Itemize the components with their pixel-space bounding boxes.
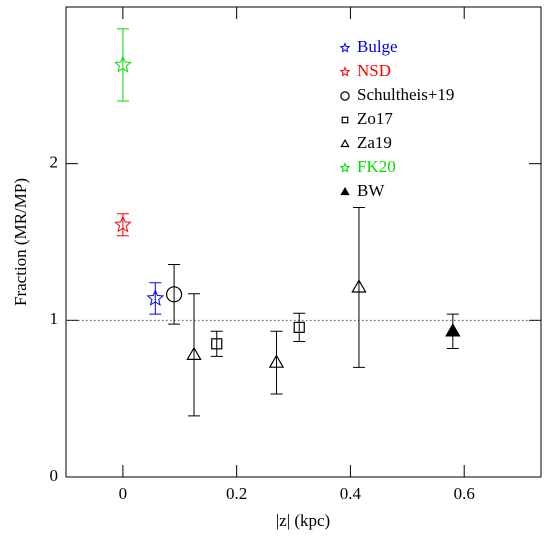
marker-square [293, 321, 305, 333]
error-bar [149, 282, 162, 315]
legend-marker [340, 138, 350, 148]
marker-circle [165, 286, 183, 303]
error-bar [210, 330, 223, 357]
x-tick-label: 0.2 [226, 484, 247, 503]
x-tick-label: 0.6 [454, 484, 475, 503]
marker-star [114, 55, 132, 73]
y-tick-label: 1 [50, 309, 59, 328]
error-bar [352, 207, 365, 368]
marker-triangle [445, 323, 461, 337]
error-bar [293, 312, 306, 342]
legend-label: BW [357, 181, 385, 200]
legend-label: Za19 [357, 133, 392, 152]
error-bar [116, 28, 129, 102]
legend-label: Schultheis+19 [357, 85, 454, 104]
legend-marker [339, 66, 351, 77]
error-bar [187, 293, 200, 417]
x-tick-label: 0 [119, 484, 128, 503]
error-bar [270, 330, 283, 395]
legend-label: NSD [357, 61, 391, 80]
marker-star [146, 289, 165, 306]
legend-marker [339, 162, 351, 173]
legend-marker [339, 42, 351, 53]
legend-marker [341, 116, 349, 124]
x-axis-label: |z| (kpc) [276, 511, 330, 530]
marker-triangle [186, 346, 202, 360]
marker-triangle [351, 279, 367, 293]
legend-marker [340, 91, 350, 101]
x-tick-label: 0.4 [340, 484, 362, 503]
marker-star [114, 215, 132, 233]
legend-label: Bulge [357, 37, 398, 56]
marker-triangle [268, 354, 285, 368]
legend-label: Zo17 [357, 109, 393, 128]
y-axis-label: Fraction (MR/MP) [11, 178, 30, 306]
y-tick-label: 2 [50, 153, 59, 172]
y-tick-label: 0 [50, 466, 59, 485]
marker-square [211, 338, 223, 350]
legend-label: FK20 [357, 157, 396, 176]
plot-frame [65, 6, 542, 478]
legend-marker [340, 186, 350, 196]
error-bar [168, 264, 181, 325]
